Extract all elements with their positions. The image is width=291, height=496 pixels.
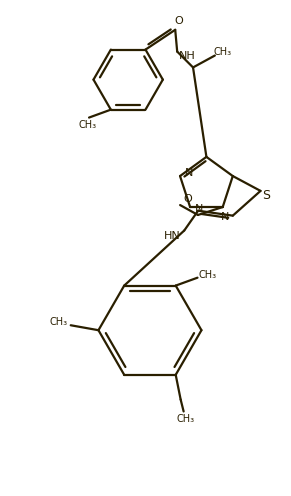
Text: CH₃: CH₃ (79, 121, 97, 130)
Text: CH₃: CH₃ (198, 270, 217, 280)
Text: CH₃: CH₃ (50, 317, 68, 327)
Text: CH₃: CH₃ (214, 47, 232, 57)
Text: HN: HN (164, 232, 181, 242)
Text: N: N (185, 168, 193, 178)
Text: O: O (184, 194, 193, 204)
Text: CH₃: CH₃ (177, 414, 195, 425)
Text: N: N (195, 204, 203, 214)
Text: N: N (221, 212, 229, 222)
Text: NH: NH (179, 51, 196, 61)
Text: S: S (262, 189, 270, 202)
Text: O: O (175, 16, 184, 26)
